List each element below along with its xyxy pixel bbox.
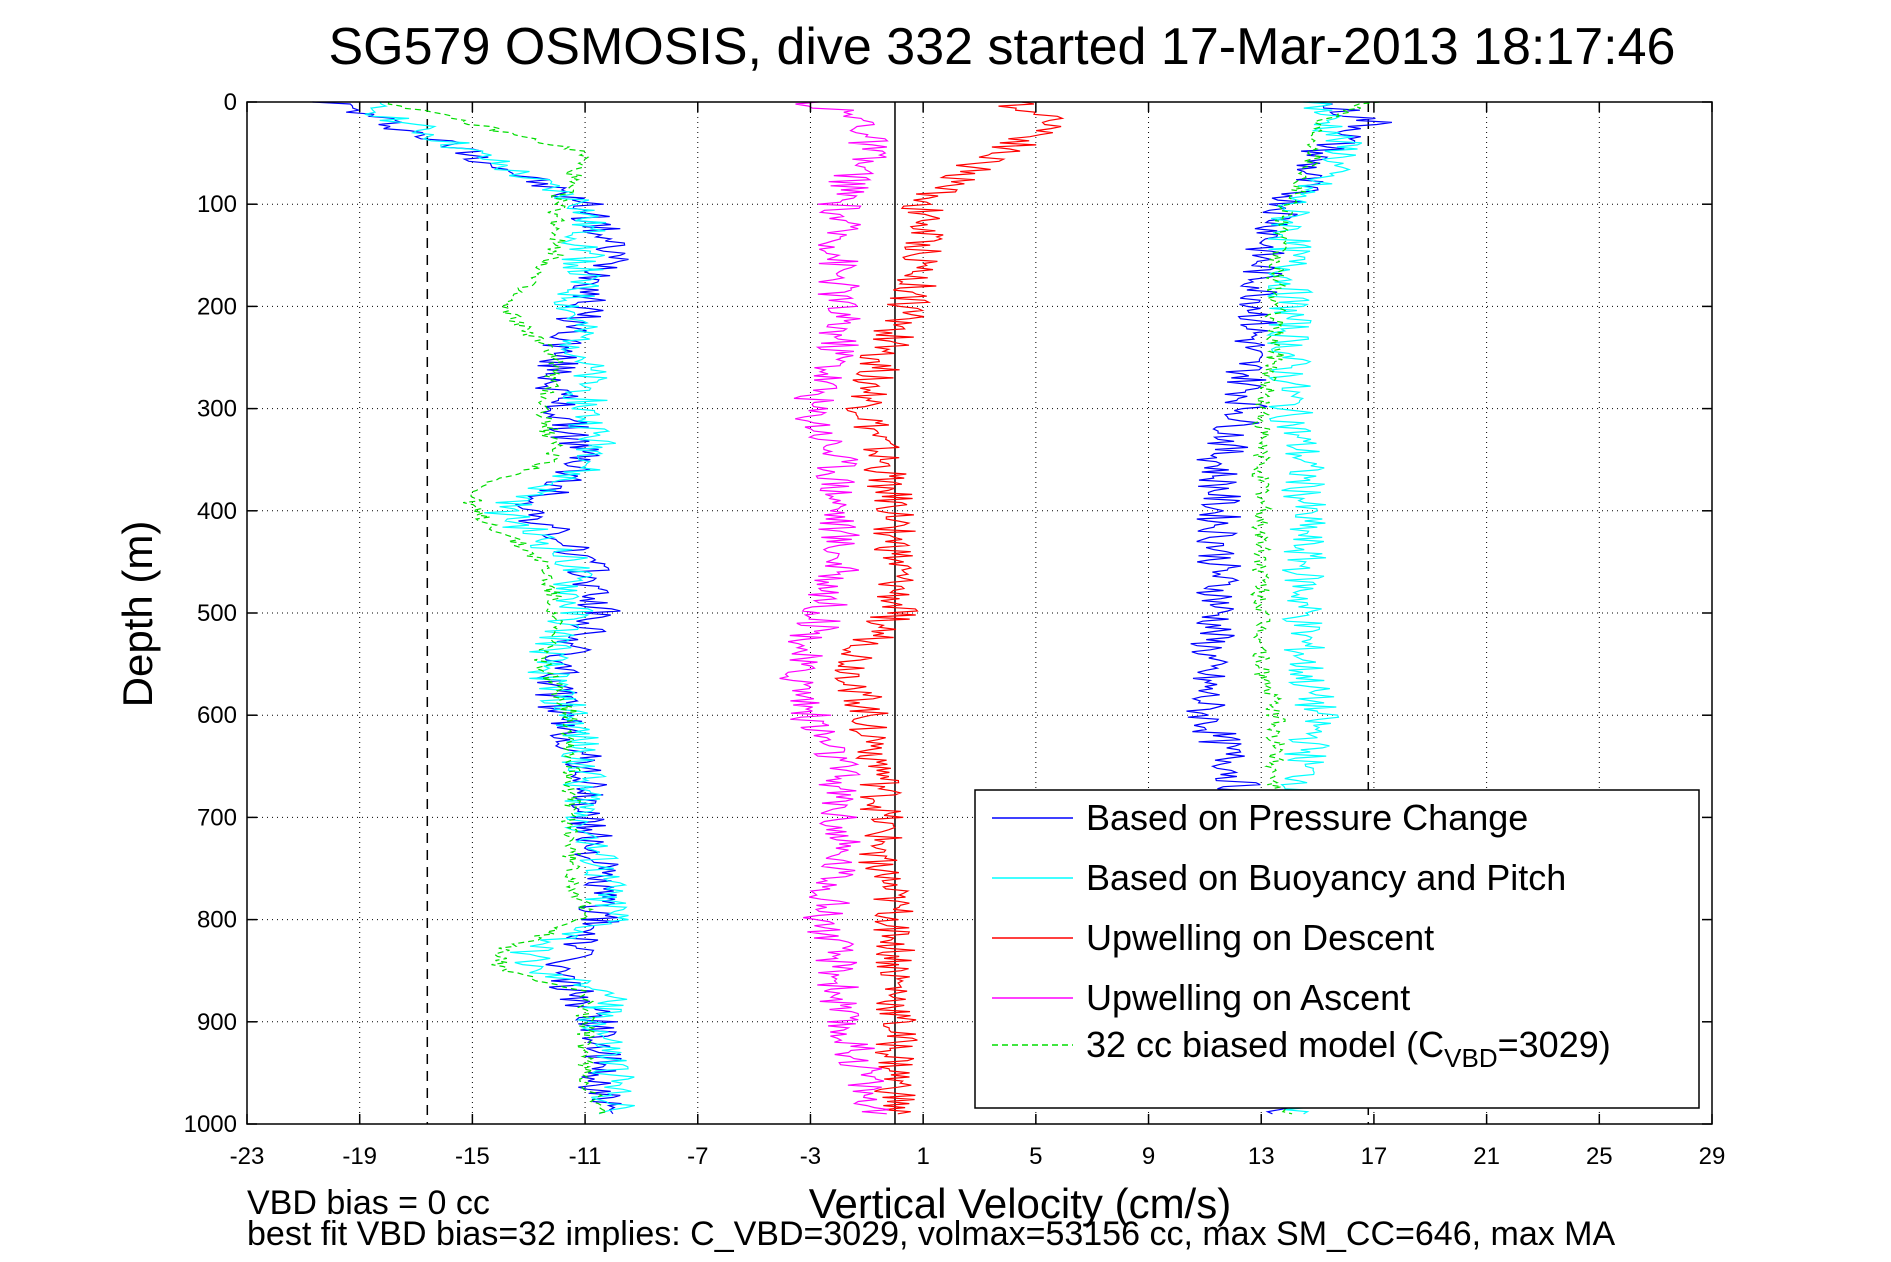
legend-items: Based on Pressure Change Based on Buoyanc… [992, 797, 1611, 1073]
y-tick-label: 0 [224, 89, 237, 116]
x-tick-label: 29 [1699, 1143, 1726, 1170]
x-tick-label: -11 [569, 1143, 602, 1170]
x-tick-label: -19 [342, 1143, 377, 1170]
x-tick-label: 5 [1029, 1143, 1042, 1170]
legend: Based on Pressure Change Based on Buoyanc… [974, 789, 1700, 1109]
series-line [779, 101, 890, 1115]
x-tick-label: -23 [230, 1143, 265, 1170]
legend-label: Upwelling on Descent [1086, 917, 1434, 958]
x-axis-label: Vertical Velocity (cm/s) [809, 1180, 1231, 1227]
y-axis-label: Depth (m) [114, 521, 161, 708]
footnote-vbd-bias: VBD bias = 0 cc [247, 1184, 490, 1222]
y-tick-label: 100 [197, 191, 237, 218]
series-line [834, 101, 1065, 1115]
x-tick-label: 17 [1361, 1143, 1388, 1170]
x-tick-label: -15 [455, 1143, 490, 1170]
y-tick-label: 300 [197, 396, 237, 423]
x-tick-label: 13 [1248, 1143, 1275, 1170]
x-tick-label: 25 [1586, 1143, 1613, 1170]
legend-label: Upwelling on Ascent [1086, 977, 1410, 1018]
legend-box [974, 789, 1700, 1109]
x-tick-label: 21 [1473, 1143, 1500, 1170]
y-tick-label: 400 [197, 498, 237, 525]
x-tick-label: -7 [687, 1143, 708, 1170]
y-tick-label: 600 [197, 702, 237, 729]
x-tick-label: 9 [1142, 1143, 1155, 1170]
y-tick-label: 800 [197, 907, 237, 934]
y-tick-label: 700 [197, 804, 237, 831]
legend-label: Based on Buoyancy and Pitch [1086, 857, 1566, 898]
y-tick-label: 1000 [184, 1111, 237, 1138]
legend-label: 32 cc biased model (CVBD=3029) [1086, 1024, 1611, 1073]
y-tick-label: 900 [197, 1009, 237, 1036]
series-line [364, 101, 635, 1115]
axis-ticks: -23 -19 -15 -11 -7 -3 1 5 9 13 17 21 25 29 0 100 200 300 4… [184, 89, 1726, 1170]
footnote-best-fit: best fit VBD bias=32 implies: C_VBD=3029… [247, 1215, 1616, 1253]
legend-label: Based on Pressure Change [1086, 797, 1528, 838]
y-tick-label: 500 [197, 600, 237, 627]
x-tick-label: 1 [916, 1143, 929, 1170]
y-tick-label: 200 [197, 293, 237, 320]
series-line [387, 101, 609, 1115]
x-tick-label: -3 [800, 1143, 821, 1170]
chart-title: SG579 OSMOSIS, dive 332 started 17-Mar-2… [329, 18, 1676, 76]
